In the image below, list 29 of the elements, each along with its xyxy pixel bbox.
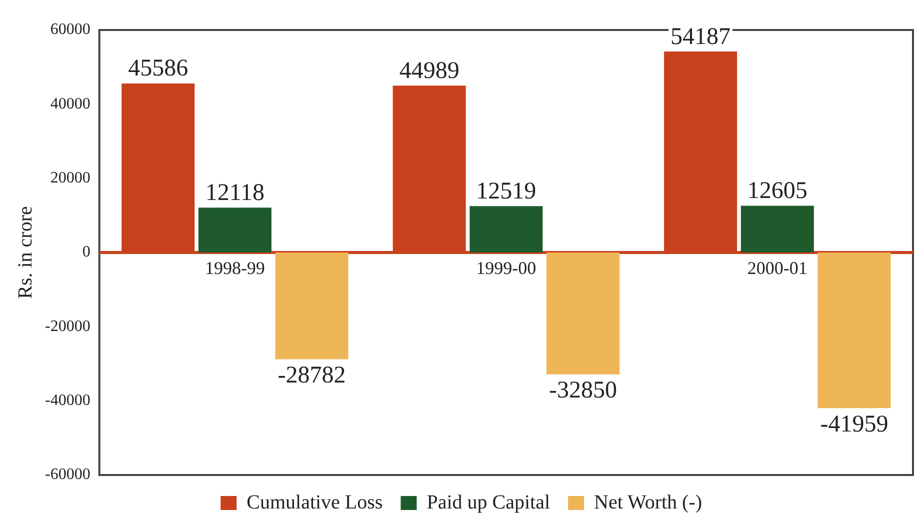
bar bbox=[198, 208, 272, 252]
data-label: 12605 bbox=[747, 178, 808, 204]
x-tick-label: 1998-99 bbox=[204, 258, 265, 278]
data-label: 45586 bbox=[128, 56, 188, 82]
data-label: -28782 bbox=[278, 362, 346, 389]
x-tick-label: 2000-01 bbox=[747, 258, 808, 278]
bar bbox=[818, 252, 891, 408]
data-label: 12118 bbox=[205, 180, 264, 206]
bar bbox=[275, 252, 348, 360]
bar bbox=[740, 206, 814, 252]
legend-label: Cumulative Loss bbox=[246, 491, 383, 514]
y-tick-label: -20000 bbox=[45, 318, 90, 335]
y-tick-label: -60000 bbox=[45, 466, 90, 484]
y-tick-label: 20000 bbox=[50, 170, 90, 187]
bar bbox=[470, 206, 543, 252]
y-tick-label: 0 bbox=[82, 244, 90, 261]
data-label: -32850 bbox=[549, 378, 618, 404]
x-tick-label: 1999-00 bbox=[476, 258, 536, 278]
legend-label: Net Worth (-) bbox=[594, 491, 702, 514]
bar bbox=[546, 252, 620, 374]
y-axis-title: Rs. in crore bbox=[14, 206, 36, 299]
data-label: 12519 bbox=[476, 178, 536, 204]
data-label: 44989 bbox=[399, 58, 460, 84]
y-tick-label: 60000 bbox=[50, 21, 90, 38]
data-label: 54187 bbox=[670, 24, 731, 50]
data-label: -41959 bbox=[820, 411, 888, 438]
y-tick-label: 40000 bbox=[50, 95, 90, 112]
y-tick-label: -40000 bbox=[45, 392, 90, 410]
legend-label: Paid up Capital bbox=[426, 491, 550, 514]
